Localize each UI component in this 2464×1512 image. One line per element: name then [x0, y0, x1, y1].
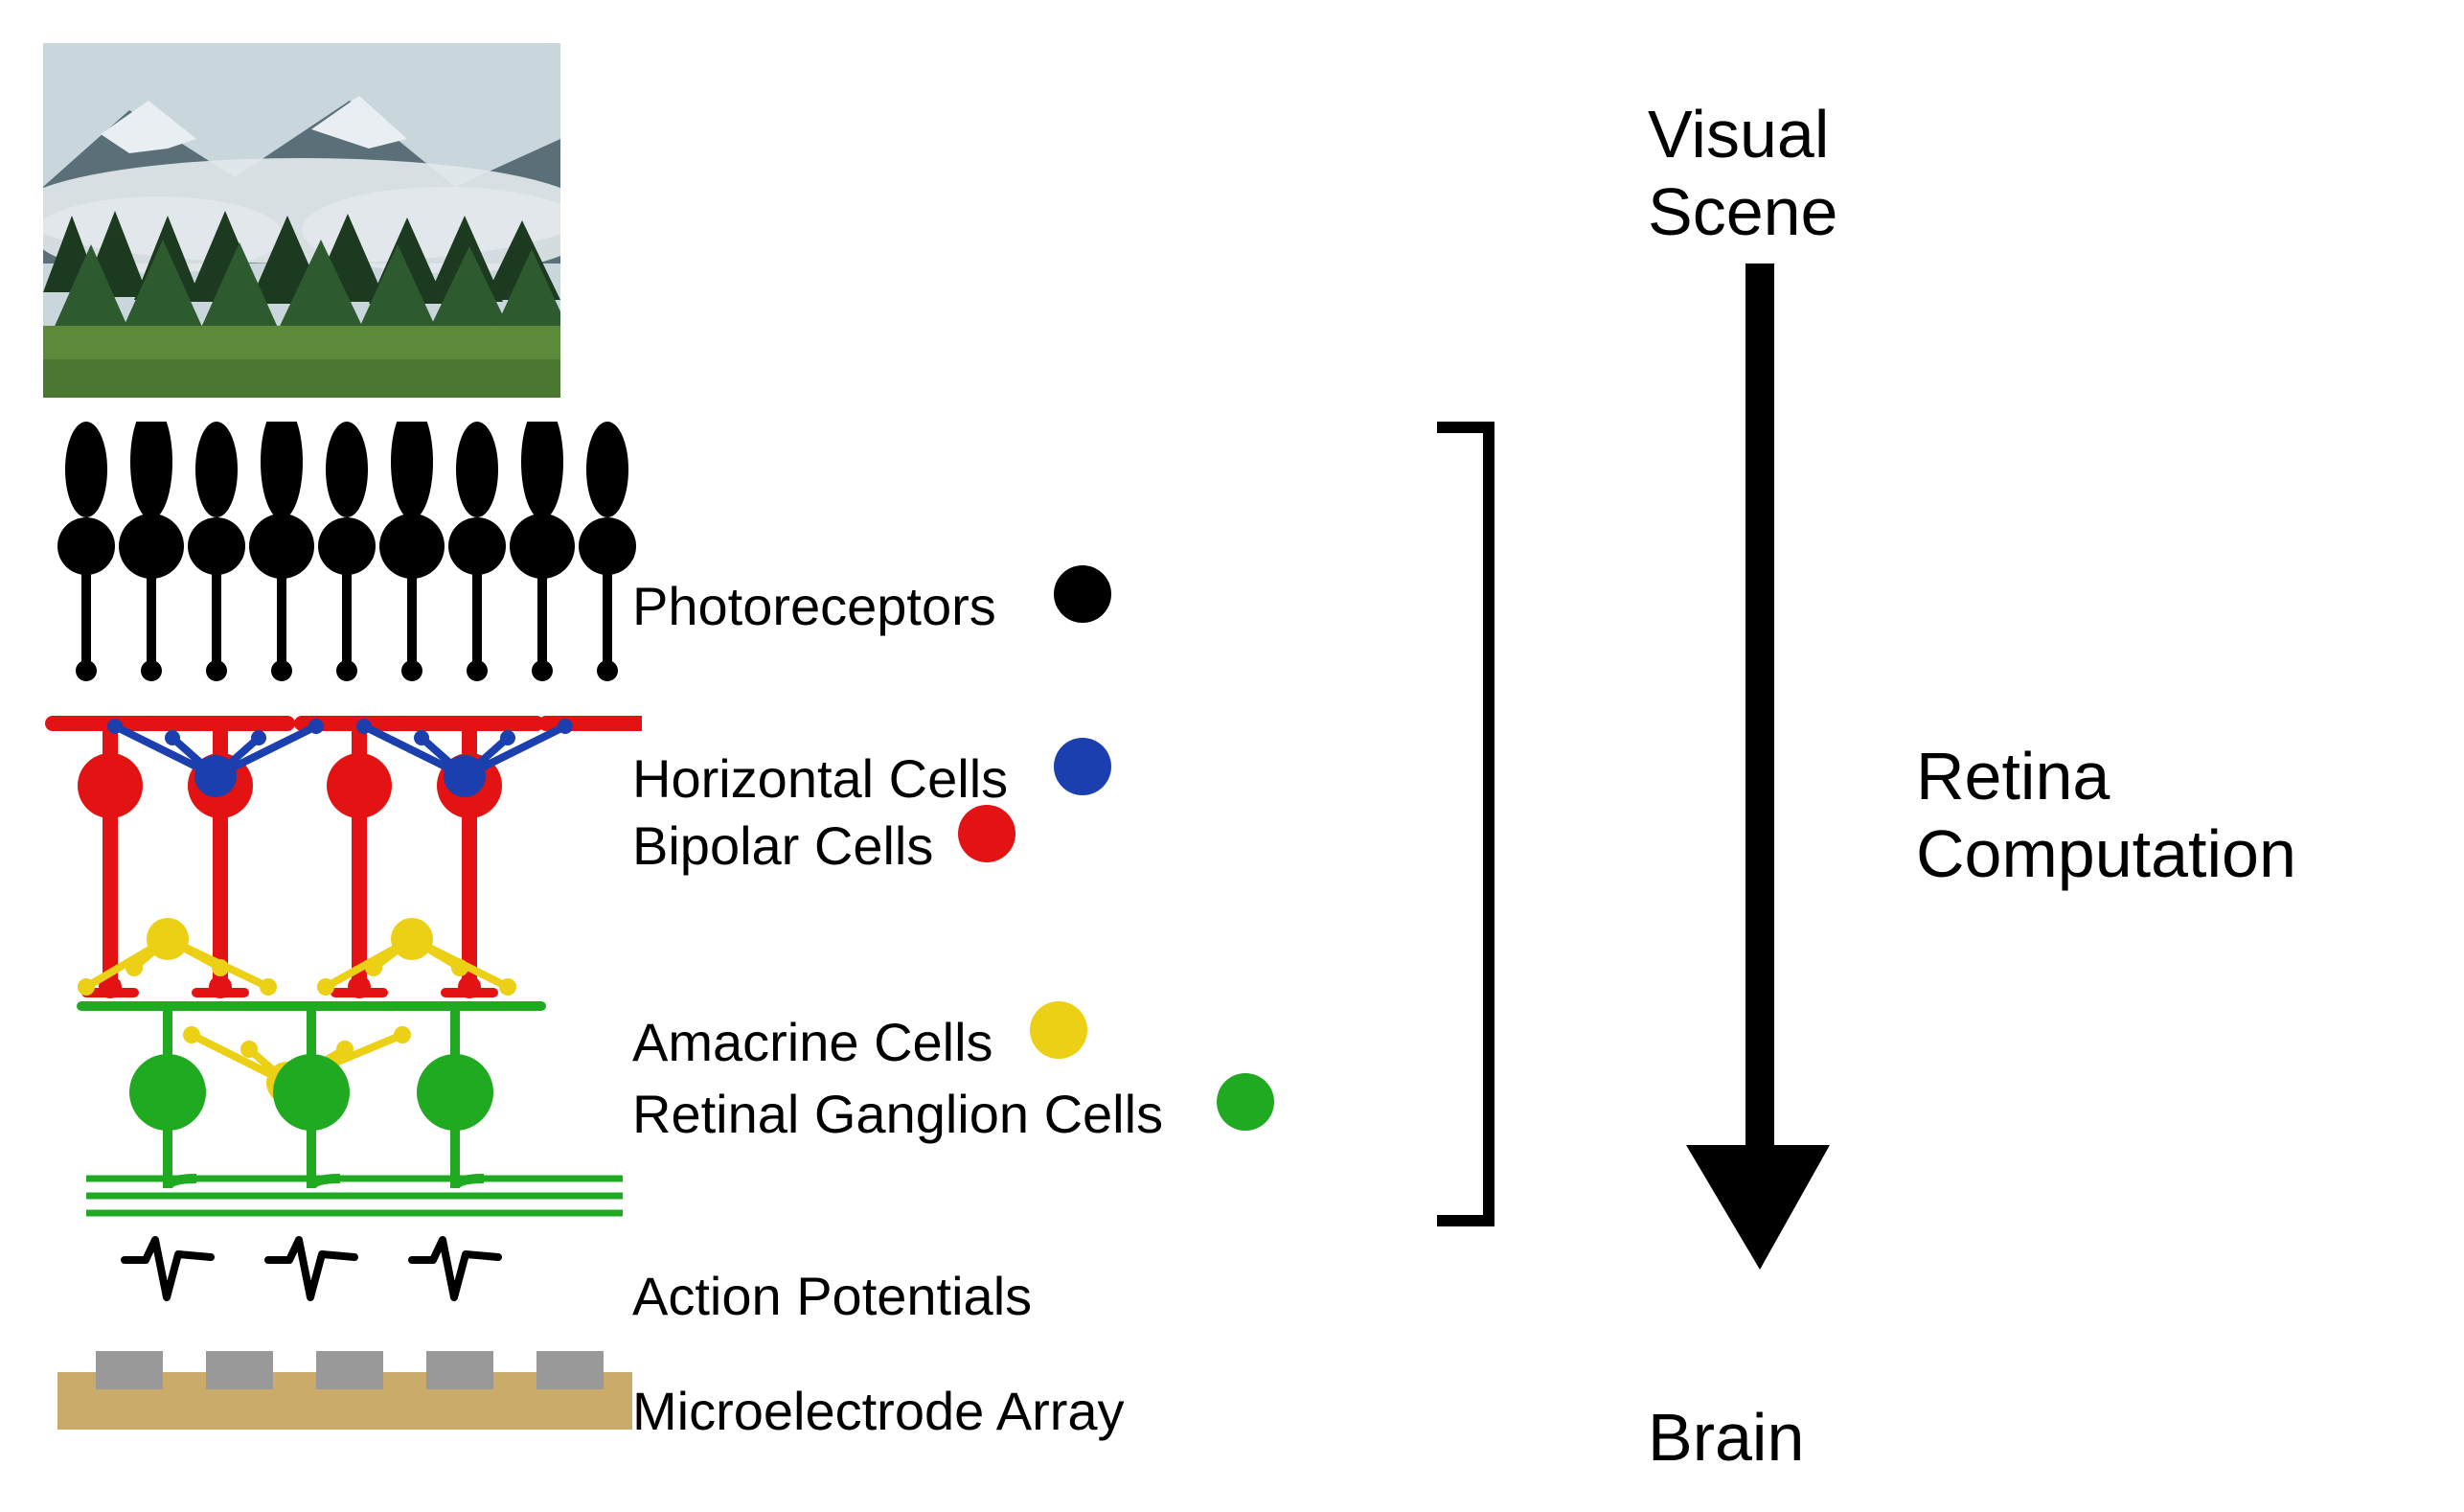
legend-markers	[0, 0, 2464, 1512]
diagram-canvas: VisualScene RetinaComputation Brain Phot…	[0, 0, 2464, 1512]
